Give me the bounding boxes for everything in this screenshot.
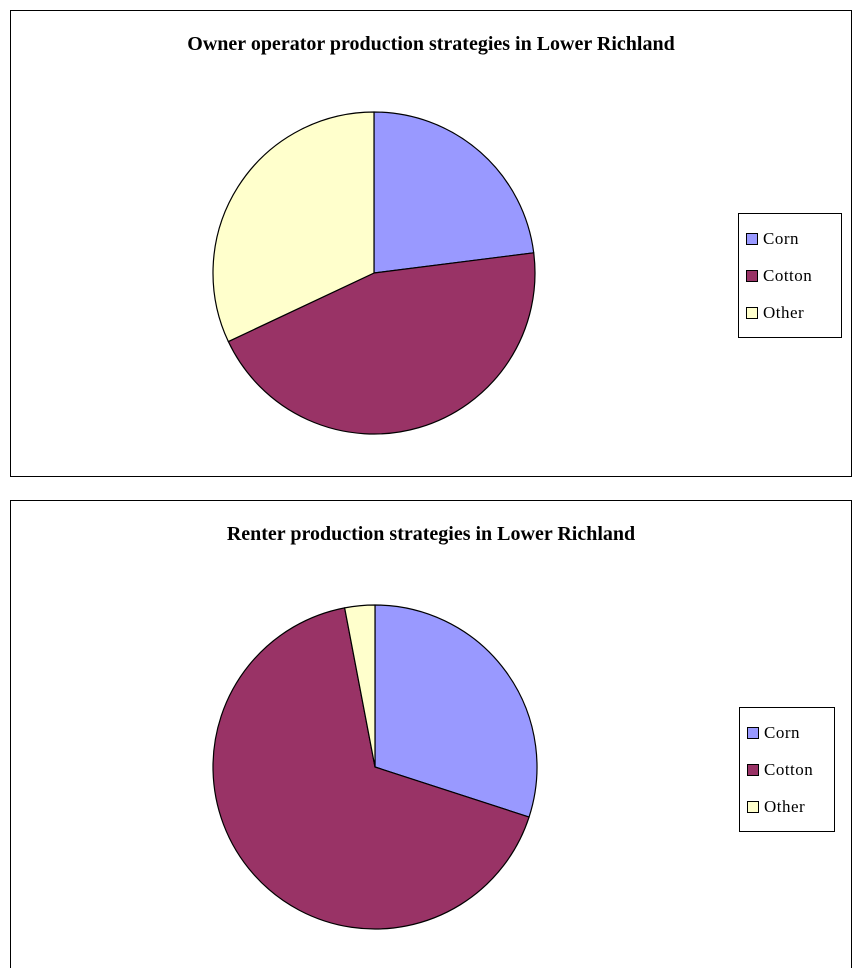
legend-swatch-cotton — [747, 763, 759, 776]
legend-label-corn: Corn — [763, 228, 799, 248]
pie-slice-corn — [373, 111, 535, 274]
chart-title: Renter production strategies in Lower Ri… — [226, 523, 636, 545]
owner-operator-pie — [212, 111, 536, 435]
legend-item-other: Other — [746, 294, 833, 331]
legend-item-other: Other — [747, 788, 826, 825]
renter-chart: Renter production strategies in Lower Ri… — [10, 500, 852, 968]
pie-slice-cotton — [212, 607, 530, 930]
legend-label-corn: Corn — [764, 722, 800, 742]
legend-swatch-cotton — [746, 269, 758, 282]
pie-slice-other — [212, 111, 375, 343]
legend-swatch-corn — [746, 232, 758, 245]
legend-item-corn: Corn — [747, 714, 826, 751]
chart-legend: Corn Cotton Other — [738, 213, 842, 338]
pie-slice-cotton — [227, 252, 536, 435]
legend-swatch-other — [747, 800, 759, 813]
legend-label-other: Other — [763, 302, 805, 322]
legend-label-cotton: Cotton — [763, 265, 813, 285]
legend-label-other: Other — [764, 796, 806, 816]
legend-swatch-corn — [747, 726, 759, 739]
legend-item-cotton: Cotton — [747, 751, 826, 788]
legend-item-cotton: Cotton — [746, 257, 833, 294]
legend-label-cotton: Cotton — [764, 759, 814, 779]
pie-slice-corn — [374, 604, 538, 818]
owner-operator-chart: Owner operator production strategies in … — [10, 10, 852, 477]
renter-pie — [212, 604, 538, 930]
legend-item-corn: Corn — [746, 220, 833, 257]
chart-title: Owner operator production strategies in … — [187, 33, 675, 55]
legend-swatch-other — [746, 306, 758, 319]
chart-legend: Corn Cotton Other — [739, 707, 835, 832]
pie-slice-other — [344, 604, 376, 768]
